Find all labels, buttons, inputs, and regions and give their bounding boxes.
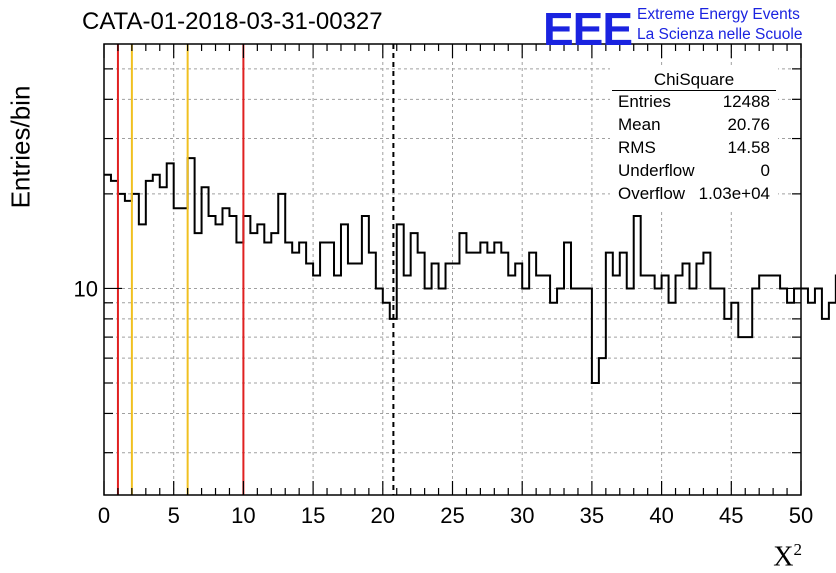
x-tick-label: 50 — [789, 503, 813, 528]
x-axis-label-base: X — [773, 541, 794, 573]
stats-box: ChiSquare Entries 12488 Mean 20.76 RMS 1… — [610, 68, 778, 210]
y-tick-label: 10 — [74, 276, 98, 301]
x-tick-label: 5 — [168, 503, 180, 528]
stats-key: Overflow — [618, 184, 686, 203]
stats-value: 12488 — [722, 92, 770, 111]
x-tick-label: 10 — [231, 503, 255, 528]
x-tick-label: 35 — [580, 503, 604, 528]
stats-row-entries: Entries 12488 — [618, 92, 770, 114]
x-tick-label: 45 — [719, 503, 743, 528]
x-tick-label: 20 — [371, 503, 395, 528]
stats-key: Underflow — [618, 161, 695, 180]
stats-key: RMS — [618, 138, 656, 157]
stats-key: Mean — [618, 115, 661, 134]
stats-divider — [612, 90, 776, 91]
x-axis-label-superscript: 2 — [793, 540, 803, 559]
stats-row-underflow: Underflow 0 — [618, 161, 770, 183]
y-axis-label: Entries/bin — [5, 85, 36, 209]
stats-value: 0 — [760, 161, 770, 180]
x-tick-label: 15 — [301, 503, 325, 528]
stats-key: Entries — [618, 92, 671, 111]
stats-row-mean: Mean 20.76 — [618, 115, 770, 137]
logo-line-2: La Scienza nelle Scuole — [637, 26, 803, 43]
stats-row-overflow: Overflow 1.03e+04 — [618, 184, 770, 206]
stats-title: ChiSquare — [653, 70, 735, 89]
x-tick-label: 30 — [510, 503, 534, 528]
logo-mark: EEE — [543, 3, 633, 55]
x-tick-label: 0 — [98, 503, 110, 528]
x-tick-label: 25 — [440, 503, 464, 528]
stats-row-rms: RMS 14.58 — [618, 138, 770, 160]
logo-line-1: Extreme Energy Events — [637, 6, 800, 23]
x-axis-label: X2 — [773, 540, 802, 573]
stats-value: 14.58 — [727, 138, 770, 157]
y-axis-label-wrap: Entries/bin — [4, 86, 38, 209]
stats-value: 20.76 — [727, 115, 770, 134]
chart-title: CATA-01-2018-03-31-00327 — [82, 8, 383, 35]
stats-value: 1.03e+04 — [698, 184, 770, 203]
x-tick-label: 40 — [649, 503, 673, 528]
